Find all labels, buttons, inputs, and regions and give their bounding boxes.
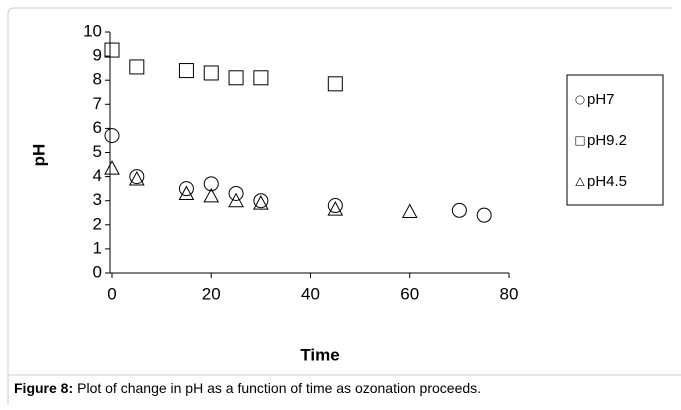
y-tick-label: 10 [83,21,102,40]
data-point [178,63,194,79]
data-point [178,181,194,197]
legend-label: pH7 [587,91,615,108]
data-point [203,176,219,192]
data-point [104,128,120,144]
x-tick-label: 80 [500,284,519,303]
y-tick-label: 8 [93,70,102,89]
x-tick-label: 0 [107,284,116,303]
legend-marker [575,136,585,146]
data-point [327,76,343,92]
data-point [228,192,244,208]
y-tick-label: 5 [93,142,102,161]
data-point [253,70,269,86]
y-tick-label: 4 [93,166,102,185]
y-axis-label: pH [29,144,48,167]
data-point [228,70,244,86]
data-point [128,170,145,186]
data-point [401,203,418,219]
legend-marker [575,95,585,105]
data-point [203,187,220,203]
data-point [104,42,120,58]
data-point [178,185,195,200]
caption-label: Figure 8: [14,380,73,396]
data-point [327,201,344,216]
y-tick-label: 0 [93,262,102,281]
data-point [203,65,219,81]
data-point [451,202,467,218]
legend-marker [575,177,585,186]
caption-text: Plot of change in pH as a function of ti… [77,380,481,396]
data-point [228,185,244,201]
y-tick-label: 1 [93,238,102,257]
data-point [129,59,145,75]
x-axis-label: Time [300,345,339,364]
data-point [253,195,269,210]
y-tick-label: 6 [93,118,102,137]
x-tick-label: 20 [202,284,221,303]
legend-label: pH4.5 [587,173,627,190]
data-point [476,207,492,223]
data-point [104,160,120,175]
y-tick-label: 3 [93,190,102,209]
x-tick-label: 40 [301,284,320,303]
data-point [129,169,145,185]
y-tick-label: 9 [93,46,102,65]
frame [7,7,672,405]
data-point [327,198,343,214]
y-tick-label: 7 [93,94,102,113]
legend-label: pH9.2 [587,132,627,149]
y-tick-label: 2 [93,214,102,233]
x-tick-label: 60 [400,284,419,303]
caption: Figure 8: Plot of change in pH as a funct… [14,380,481,396]
data-point [253,193,269,209]
